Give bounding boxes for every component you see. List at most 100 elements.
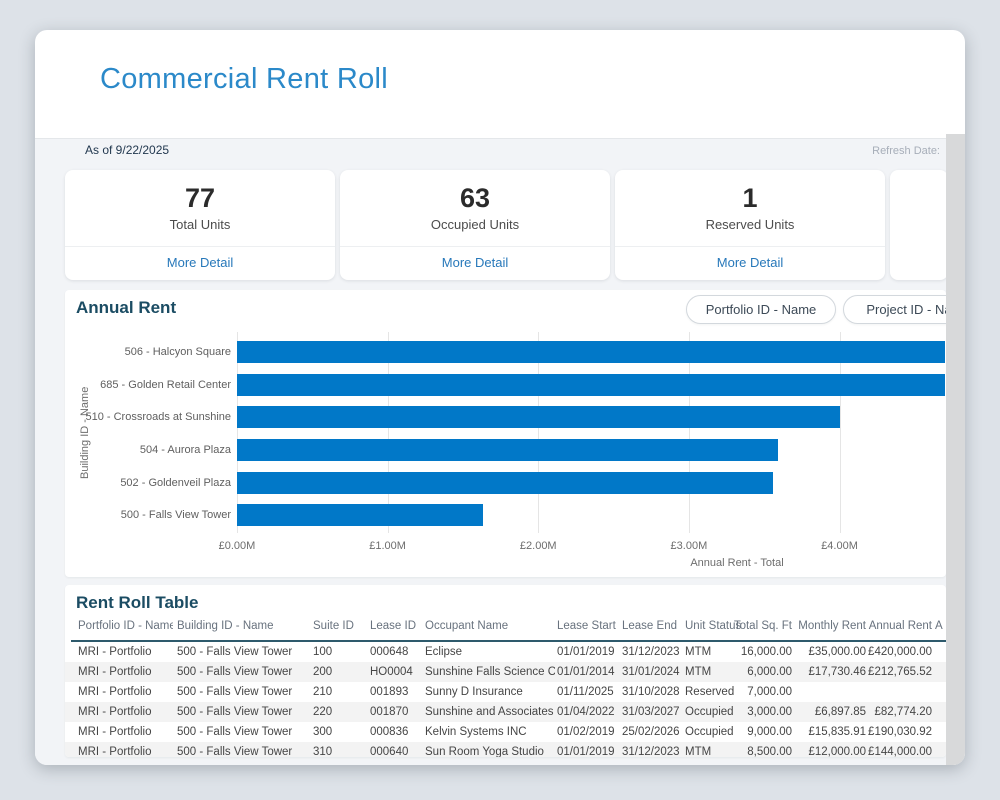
more-detail-link[interactable]: More Detail	[441, 255, 509, 270]
column-header-occupant-name[interactable]: Occupant Name	[425, 620, 509, 632]
table-cell: 001893	[370, 686, 409, 698]
table-cell: £144,000.00	[868, 746, 932, 757]
bar-500-falls-view-tower[interactable]	[237, 504, 483, 527]
kpi-value: 63	[459, 183, 491, 213]
x-tick-label: £2.00M	[519, 540, 557, 552]
kpi-label: Total Units	[169, 217, 231, 232]
table-cell: 01/01/2014	[557, 666, 615, 678]
table-cell: £15,835.91	[808, 726, 866, 738]
gridline-£3.00M	[688, 332, 690, 533]
table-cell: 500 - Falls View Tower	[177, 726, 293, 738]
table-cell: HO0004	[370, 666, 413, 678]
filter-button-project-id-name[interactable]: Project ID - Name	[843, 295, 965, 324]
table-cell: 310	[313, 746, 333, 757]
table-row[interactable]: MRI - Portfolio 500 - Falls View Tower 300…	[65, 722, 946, 742]
kpi-card-total-units: 77 Total Units More Detail	[65, 170, 335, 280]
table-cell: 31/10/2028	[622, 686, 680, 698]
column-header-unit-status[interactable]: Unit Status	[685, 620, 742, 632]
category-label: 685 - Golden Retail Center	[100, 378, 231, 391]
kpi-label: Occupied Units	[430, 217, 520, 232]
table-cell: 31/03/2027	[622, 706, 680, 718]
table-row[interactable]: MRI - Portfolio 500 - Falls View Tower 100…	[65, 642, 946, 662]
refresh-date-label: Refresh Date:	[872, 145, 940, 157]
more-detail-link[interactable]: More Detail	[166, 255, 234, 270]
table-cell: MRI - Portfolio	[78, 746, 152, 757]
table-cell: 31/12/2023	[622, 746, 680, 757]
column-header-annual-rent[interactable]: Annual Rent	[868, 620, 932, 632]
table-cell: 500 - Falls View Tower	[177, 666, 293, 678]
table-cell: Sunshine Falls Science Center	[425, 666, 555, 678]
report-card: Commercial Rent Roll As of 9/22/2025 Ref…	[35, 30, 965, 765]
rent-roll-panel: Rent Roll Table Portfolio ID - Name Build…	[65, 585, 946, 757]
column-header-lease-id[interactable]: Lease ID	[370, 620, 417, 632]
category-label: 504 - Aurora Plaza	[139, 444, 231, 456]
table-cell: Sun Room Yoga Studio	[425, 746, 544, 757]
table-cell: Eclipse	[425, 646, 463, 658]
column-header-total-sq-ft[interactable]: Total Sq. Ft	[733, 620, 792, 632]
table-cell: 000640	[370, 746, 409, 757]
title-divider	[35, 138, 965, 139]
section-title-rent-roll-table: Rent Roll Table	[76, 593, 199, 612]
x-tick-label: £4.00M	[821, 540, 858, 552]
column-header-lease-end[interactable]: Lease End	[622, 620, 677, 632]
table-cell: MRI - Portfolio	[78, 646, 152, 658]
table-cell: MRI - Portfolio	[78, 666, 152, 678]
table-row[interactable]: MRI - Portfolio 500 - Falls View Tower 210…	[65, 682, 946, 702]
bar-502-goldenveil-plaza[interactable]	[237, 471, 774, 494]
category-label: 506 - Halcyon Square	[124, 346, 231, 358]
gridline-£4.00M	[839, 332, 841, 533]
table-row[interactable]: MRI - Portfolio 500 - Falls View Tower 310…	[65, 742, 946, 757]
table-row[interactable]: MRI - Portfolio 500 - Falls View Tower 220…	[65, 702, 946, 722]
table-cell: 31/12/2023	[622, 646, 680, 658]
table-body: MRI - Portfolio 500 - Falls View Tower 100…	[65, 642, 946, 757]
column-header-a[interactable]: A	[935, 620, 943, 632]
more-detail-link[interactable]: More Detail	[716, 255, 784, 270]
table-cell: 31/01/2024	[622, 666, 680, 678]
gridline-£2.00M	[538, 332, 540, 533]
table-cell: MTM	[685, 666, 712, 678]
kpi-label: Reserved Units	[705, 217, 795, 232]
kpi-divider	[615, 246, 885, 247]
table-cell	[862, 682, 932, 702]
column-header-suite-id[interactable]: Suite ID	[313, 620, 354, 632]
table-cell: 000648	[370, 646, 409, 658]
bar-504-aurora-plaza[interactable]	[237, 439, 778, 461]
table-cell: 220	[313, 706, 333, 718]
table-cell: 500 - Falls View Tower	[177, 646, 293, 658]
report-edge-strip	[946, 134, 965, 765]
bar-510-crossroads-at-sunshine[interactable]	[237, 406, 840, 429]
bar-506-halcyon-square[interactable]	[237, 341, 945, 363]
table-cell: 16,000.00	[740, 646, 792, 658]
y-axis-title: Building ID - Name	[79, 386, 91, 480]
table-cell	[798, 682, 866, 702]
table-row[interactable]: MRI - Portfolio 500 - Falls View Tower 200…	[65, 662, 946, 682]
column-header-monthly-rent[interactable]: Monthly Rent	[798, 620, 866, 632]
table-cell: £212,765.52	[868, 666, 932, 678]
table-cell: Occupied	[685, 726, 734, 738]
table-cell: 500 - Falls View Tower	[177, 686, 293, 698]
table-cell: 000836	[370, 726, 409, 738]
table-cell: Sunshine and Associates	[425, 706, 554, 718]
table-cell: 8,500.00	[747, 746, 792, 757]
table-cell: £12,000.00	[808, 746, 866, 757]
table-cell: MTM	[685, 646, 712, 658]
kpi-value: 77	[184, 183, 216, 213]
table-cell: £35,000.00	[808, 646, 866, 658]
column-header-lease-start[interactable]: Lease Start	[557, 620, 616, 632]
filter-button-portfolio-id-name[interactable]: Portfolio ID - Name	[686, 295, 836, 324]
table-cell: 01/02/2019	[557, 726, 615, 738]
kpi-divider	[340, 246, 610, 247]
table-cell: Occupied	[685, 706, 734, 718]
table-cell: 300	[313, 726, 333, 738]
table-cell: 001870	[370, 706, 409, 718]
column-header-portfolio-id-name[interactable]: Portfolio ID - Name	[78, 620, 173, 632]
column-header-building-id-name[interactable]: Building ID - Name	[177, 620, 274, 632]
bar-685-golden-retail-center[interactable]	[237, 373, 945, 396]
section-title-annual-rent: Annual Rent	[76, 298, 177, 317]
table-cell: Sunny D Insurance	[425, 686, 523, 698]
table-cell: £190,030.92	[868, 726, 932, 738]
table-cell: MRI - Portfolio	[78, 686, 152, 698]
x-tick-label: £0.00M	[218, 540, 256, 552]
table-cell: 100	[313, 646, 333, 658]
table-cell: 25/02/2026	[622, 726, 680, 738]
